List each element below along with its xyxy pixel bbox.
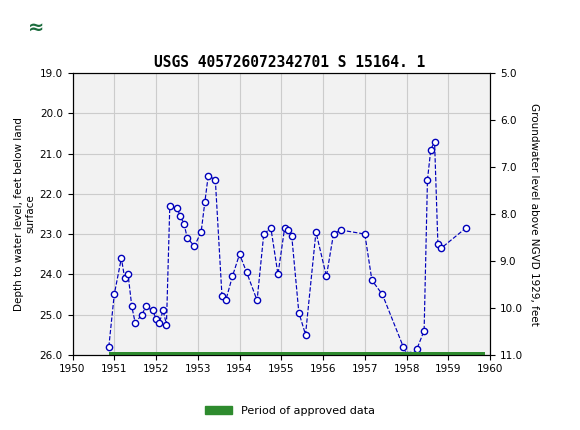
Text: USGS: USGS (75, 18, 130, 37)
Y-axis label: Groundwater level above NGVD 1929, feet: Groundwater level above NGVD 1929, feet (528, 102, 538, 326)
Text: ≈: ≈ (28, 18, 44, 37)
Bar (9, 6, 61, 49)
Text: USGS 405726072342701 S 15164. 1: USGS 405726072342701 S 15164. 1 (154, 55, 426, 70)
Y-axis label: Depth to water level, feet below land
surface: Depth to water level, feet below land su… (14, 117, 35, 311)
Legend: Period of approved data: Period of approved data (200, 401, 380, 420)
Bar (109, 352, 485, 355)
